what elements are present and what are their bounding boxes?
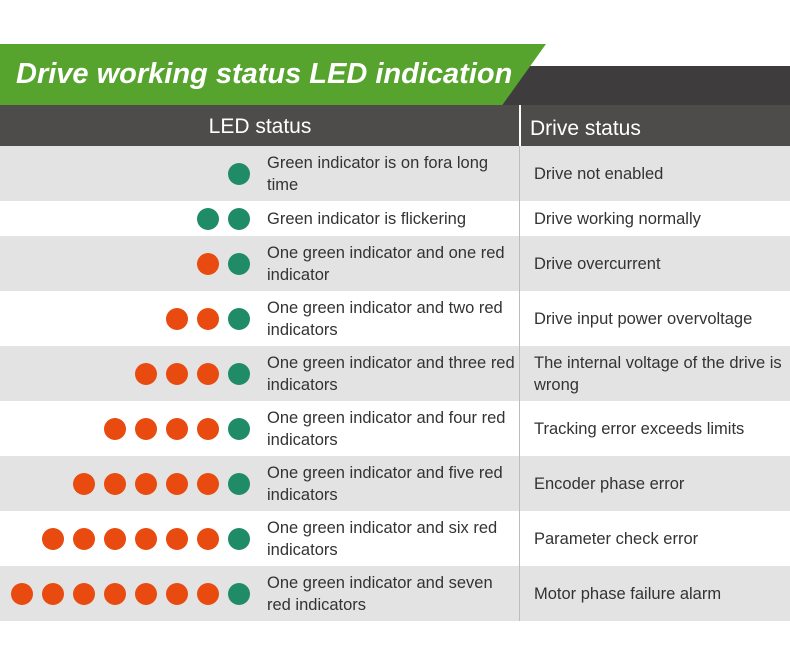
red-led-icon bbox=[166, 362, 188, 385]
red-led-icon bbox=[104, 417, 126, 440]
drive-status-text: Drive working normally bbox=[534, 209, 701, 228]
led-description: One green indicator and four red indicat… bbox=[267, 408, 506, 449]
red-led-icon bbox=[166, 417, 188, 440]
table-row: One green indicator and six red indicato… bbox=[0, 511, 790, 566]
drive-status-text: Drive overcurrent bbox=[534, 254, 661, 273]
table-body: Green indicator is on fora long time Driv… bbox=[0, 146, 790, 621]
red-led-icon bbox=[197, 417, 219, 440]
led-indicator-group bbox=[33, 527, 250, 550]
red-led-icon bbox=[73, 582, 95, 605]
drive-status-text: Motor phase failure alarm bbox=[534, 584, 722, 603]
led-description: One green indicator and two red indicato… bbox=[267, 298, 503, 339]
led-indicator-group bbox=[95, 417, 250, 440]
red-led-icon bbox=[73, 527, 95, 550]
led-description: One green indicator and five red indicat… bbox=[267, 463, 503, 504]
green-led-icon bbox=[228, 527, 250, 550]
red-led-icon bbox=[135, 582, 157, 605]
led-indicator-group bbox=[188, 252, 250, 275]
red-led-icon bbox=[135, 362, 157, 385]
led-status-table: LED status Drive status Green indicator … bbox=[0, 105, 790, 621]
drive-status-text: The internal voltage of the drive is wro… bbox=[534, 353, 782, 394]
red-led-icon bbox=[73, 472, 95, 495]
column-divider bbox=[519, 511, 520, 566]
green-led-icon bbox=[197, 207, 219, 230]
column-divider bbox=[519, 401, 520, 456]
table-row: Green indicator is flickering Drive worki… bbox=[0, 201, 790, 236]
red-led-icon bbox=[42, 582, 64, 605]
column-divider bbox=[519, 201, 520, 236]
drive-status-text: Drive not enabled bbox=[534, 164, 664, 183]
red-led-icon bbox=[166, 582, 188, 605]
table-row: Green indicator is on fora long time Driv… bbox=[0, 146, 790, 201]
red-led-icon bbox=[135, 527, 157, 550]
column-divider bbox=[519, 291, 520, 346]
red-led-icon bbox=[11, 582, 33, 605]
red-led-icon bbox=[166, 527, 188, 550]
title-bar-dark bbox=[500, 66, 790, 105]
green-led-icon bbox=[228, 472, 250, 495]
red-led-icon bbox=[104, 582, 126, 605]
table-row: One green indicator and one red indicato… bbox=[0, 236, 790, 291]
red-led-icon bbox=[197, 307, 219, 330]
green-led-icon bbox=[228, 362, 250, 385]
title-banner: Drive working status LED indication bbox=[0, 44, 546, 105]
led-indicator-group bbox=[157, 307, 250, 330]
led-indicator-group bbox=[219, 162, 250, 185]
column-divider bbox=[519, 146, 520, 201]
red-led-icon bbox=[166, 307, 188, 330]
table-row: One green indicator and four red indicat… bbox=[0, 401, 790, 456]
table-row: One green indicator and three red indica… bbox=[0, 346, 790, 401]
drive-status-text: Drive input power overvoltage bbox=[534, 309, 753, 328]
led-description: Green indicator is flickering bbox=[267, 209, 466, 228]
header-drive-status: Drive status bbox=[530, 117, 641, 140]
table-row: One green indicator and two red indicato… bbox=[0, 291, 790, 346]
red-led-icon bbox=[166, 472, 188, 495]
green-led-icon bbox=[228, 417, 250, 440]
red-led-icon bbox=[197, 472, 219, 495]
red-led-icon bbox=[197, 527, 219, 550]
drive-status-text: Parameter check error bbox=[534, 529, 699, 548]
red-led-icon bbox=[104, 472, 126, 495]
red-led-icon bbox=[135, 417, 157, 440]
red-led-icon bbox=[104, 527, 126, 550]
green-led-icon bbox=[228, 252, 250, 275]
green-led-icon bbox=[228, 307, 250, 330]
green-led-icon bbox=[228, 582, 250, 605]
drive-status-text: Tracking error exceeds limits bbox=[534, 419, 745, 438]
header-led-status: LED status bbox=[208, 115, 312, 138]
red-led-icon bbox=[42, 527, 64, 550]
red-led-icon bbox=[197, 582, 219, 605]
header-divider bbox=[519, 105, 521, 146]
green-led-icon bbox=[228, 162, 250, 185]
led-description: One green indicator and three red indica… bbox=[267, 353, 515, 394]
table-header: LED status Drive status bbox=[0, 105, 790, 146]
green-led-icon bbox=[228, 207, 250, 230]
table-row: One green indicator and five red indicat… bbox=[0, 456, 790, 511]
red-led-icon bbox=[197, 252, 219, 275]
page-title: Drive working status LED indication bbox=[16, 58, 513, 90]
table-row: One green indicator and seven red indica… bbox=[0, 566, 790, 621]
red-led-icon bbox=[197, 362, 219, 385]
column-divider bbox=[519, 346, 520, 401]
led-description: Green indicator is on fora long time bbox=[267, 153, 489, 194]
column-divider bbox=[519, 236, 520, 291]
led-description: One green indicator and seven red indica… bbox=[267, 573, 493, 614]
led-description: One green indicator and one red indicato… bbox=[267, 243, 505, 284]
led-indicator-group bbox=[64, 472, 250, 495]
column-divider bbox=[519, 456, 520, 511]
column-divider bbox=[519, 566, 520, 621]
drive-status-text: Encoder phase error bbox=[534, 474, 685, 493]
red-led-icon bbox=[135, 472, 157, 495]
led-description: One green indicator and six red indicato… bbox=[267, 518, 498, 559]
led-indicator-group bbox=[126, 362, 250, 385]
led-indicator-group bbox=[188, 207, 250, 230]
led-indicator-group bbox=[2, 582, 250, 605]
